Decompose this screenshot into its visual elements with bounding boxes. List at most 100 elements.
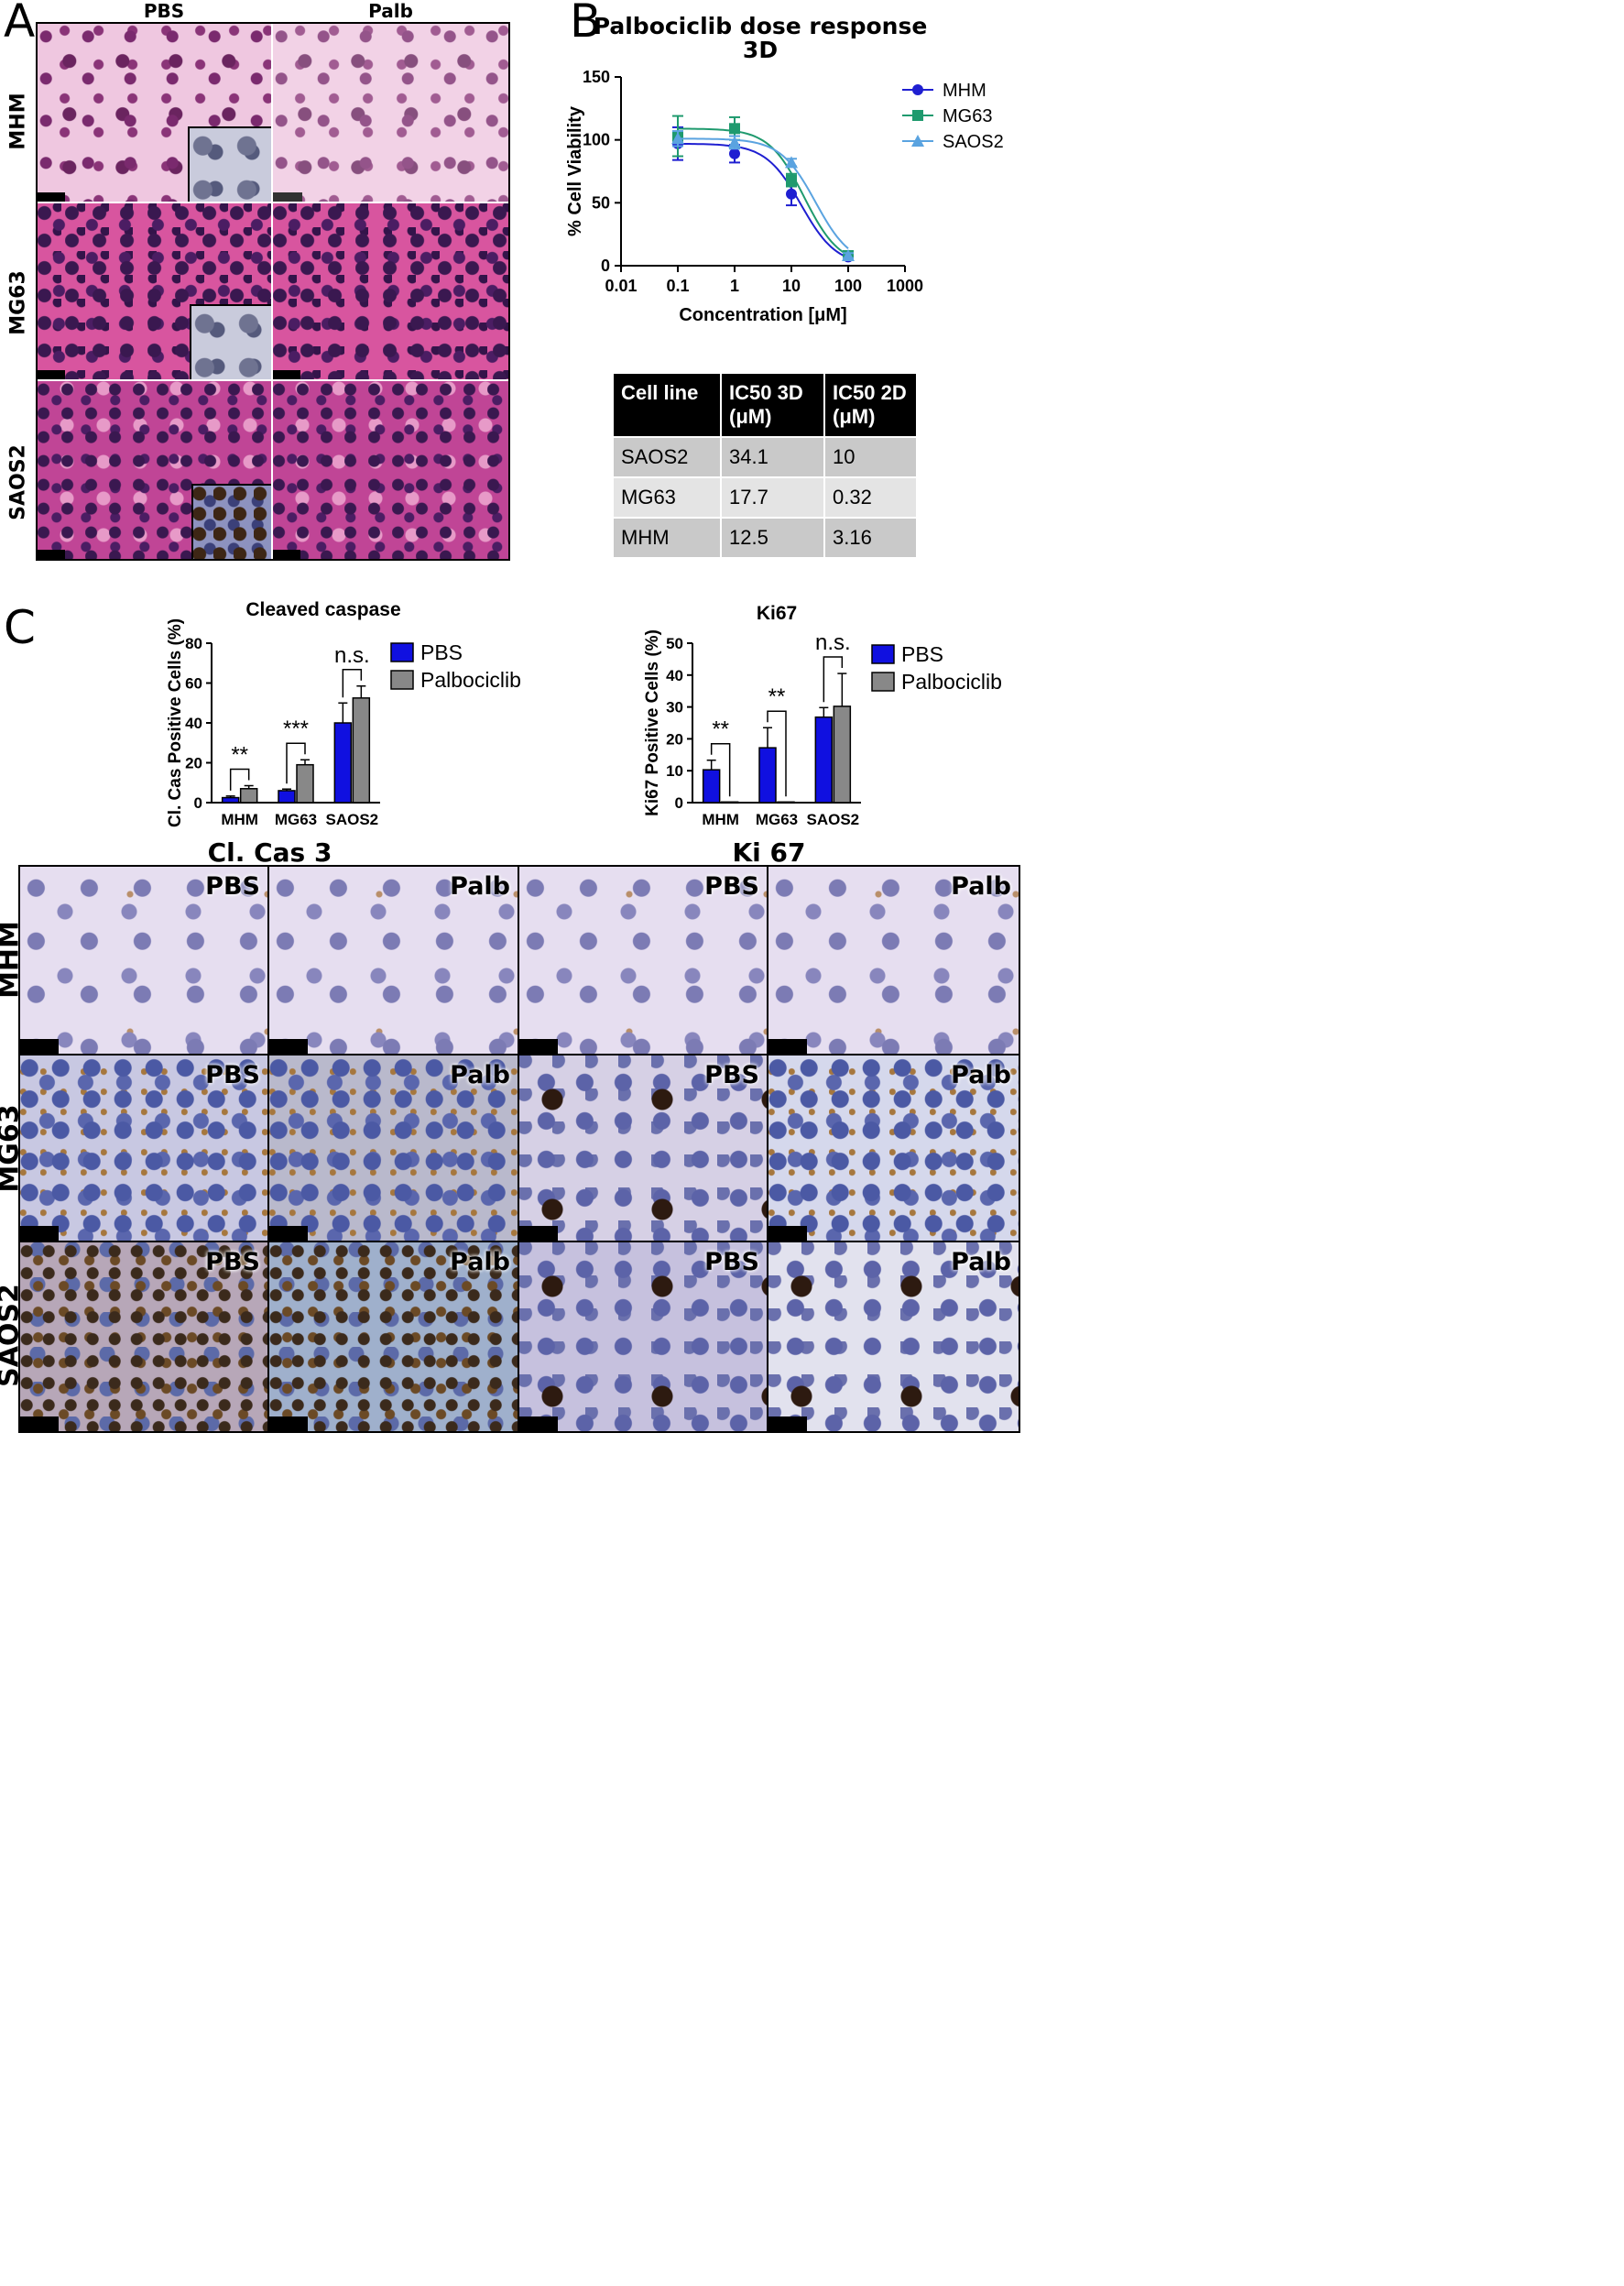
bar-palbociclib [296, 763, 314, 804]
he-image-saos2-palb [273, 381, 508, 559]
ic50-table: Cell line IC50 3D (μM) IC50 2D (μM) SAOS… [614, 374, 918, 557]
ihc-image-saos2-ki67-palb: Palb [768, 1242, 1019, 1431]
ihc-inset-mg63 [190, 304, 271, 379]
tile-label: Palb [450, 1061, 510, 1089]
legend-swatch [390, 642, 414, 662]
legend-label: Palbociclib [420, 668, 521, 692]
tile-label: PBS [205, 1061, 260, 1089]
panel-b-letter: B [570, 0, 602, 48]
tile-label: Palb [951, 1061, 1011, 1089]
ihc-inset-mhm [188, 126, 271, 202]
y-tick-label: 150 [583, 68, 610, 86]
panel-a-row-mhm: MHM [6, 93, 30, 150]
panel-a-grid [36, 22, 510, 561]
y-axis-label: Ki67 Positive Cells (%) [643, 629, 662, 816]
y-axis-label: % Cell Viability [565, 105, 585, 236]
ihc-image-mg63-ki67-pbs: PBS [519, 1055, 767, 1241]
data-point [785, 156, 798, 169]
bar-pbs [758, 747, 777, 804]
dose-response-chart: 0 50 100 150 0.01 0.1 1 10 100 1000 Concentration … [565, 68, 1004, 325]
ihc-image-saos2-clcas-pbs: PBS [20, 1242, 267, 1431]
tile-label: Palb [450, 872, 510, 901]
y-tick-label: 50 [666, 635, 683, 652]
legend-label: PBS [901, 642, 943, 666]
tile-label: PBS [704, 1061, 759, 1089]
chart-title: Ki67 [757, 605, 797, 624]
bar-pbs [221, 796, 240, 804]
table-cell: MHM [614, 517, 722, 557]
legend-label: Palbociclib [901, 670, 1002, 694]
tile-label: PBS [205, 872, 260, 901]
y-tick-label: 30 [666, 699, 683, 716]
he-image-mhm-palb [273, 24, 508, 202]
significance-label: ** [768, 684, 786, 709]
panel-a-row-saos2: SAOS2 [6, 444, 30, 520]
ic50-header-3d: IC50 3D (μM) [721, 374, 825, 437]
ic50-header-cell-line: Cell line [614, 374, 722, 437]
significance-bracket [342, 669, 363, 698]
bar-palbociclib [777, 801, 795, 804]
scale-bar [20, 1416, 59, 1431]
table-row: MG63 17.7 0.32 [614, 476, 918, 518]
fit-curve-mg63 [678, 127, 849, 257]
legend-swatch [871, 672, 895, 692]
x-tick-label: 10 [782, 277, 801, 295]
table-row: MHM 12.5 3.16 [614, 517, 918, 557]
y-tick-label: 40 [185, 715, 202, 732]
legend-label: MG63 [943, 106, 992, 126]
legend-marker [912, 110, 923, 121]
panel-a-col-palb: Palb [368, 0, 413, 22]
tile-label: PBS [704, 872, 759, 901]
legend-label: PBS [420, 640, 463, 664]
ihc-image-saos2-ki67-pbs: PBS [519, 1242, 767, 1431]
x-tick-label: MHM [702, 811, 739, 828]
table-cell: 3.16 [824, 517, 918, 557]
tile-label: Palb [951, 872, 1011, 901]
legend-swatch [871, 644, 895, 664]
scale-bar [38, 550, 65, 559]
x-tick-label: MG63 [756, 811, 798, 828]
bar-palbociclib [239, 788, 258, 804]
scale-bar [273, 550, 300, 559]
section-title-clcas3: Cl. Cas 3 [207, 837, 332, 868]
data-point [842, 249, 855, 262]
tile-label: Palb [450, 1248, 510, 1276]
panel-c-letter: C [4, 601, 36, 654]
y-tick-label: 100 [583, 131, 610, 149]
significance-label: n.s. [334, 643, 370, 668]
bar-palbociclib [833, 705, 852, 804]
scale-bar [768, 1039, 807, 1054]
data-point [786, 174, 797, 186]
y-tick-label: 0 [194, 794, 202, 812]
panel-a-col-pbs: PBS [143, 0, 185, 22]
he-image-mhm-pbs [38, 24, 271, 202]
bar-pbs [814, 716, 834, 804]
x-tick-label: 1 [730, 277, 739, 295]
legend-marker [912, 84, 923, 95]
bar-pbs [333, 722, 353, 804]
scale-bar [269, 1039, 308, 1054]
x-tick-label: SAOS2 [807, 811, 860, 828]
data-point [729, 123, 740, 135]
table-cell: 17.7 [721, 476, 825, 518]
significance-label: n.s. [815, 630, 851, 655]
data-point [786, 188, 797, 200]
section-title-ki67: Ki 67 [732, 837, 806, 868]
tile-label: Palb [951, 1248, 1011, 1276]
fit-curve-saos2 [677, 137, 849, 249]
y-tick-label: 80 [185, 635, 202, 652]
y-tick-label: 50 [592, 193, 610, 212]
data-point [671, 132, 684, 145]
significance-label: ** [712, 717, 729, 742]
bar-palbociclib [720, 801, 739, 804]
y-tick-label: 20 [185, 755, 202, 772]
significance-label: ** [231, 743, 248, 768]
y-tick-label: 0 [601, 257, 610, 275]
scale-bar [38, 192, 65, 202]
table-cell: 34.1 [721, 436, 825, 477]
legend-marker [911, 135, 924, 147]
data-point [729, 148, 740, 159]
panel-a-row-mg63: MG63 [6, 270, 30, 335]
